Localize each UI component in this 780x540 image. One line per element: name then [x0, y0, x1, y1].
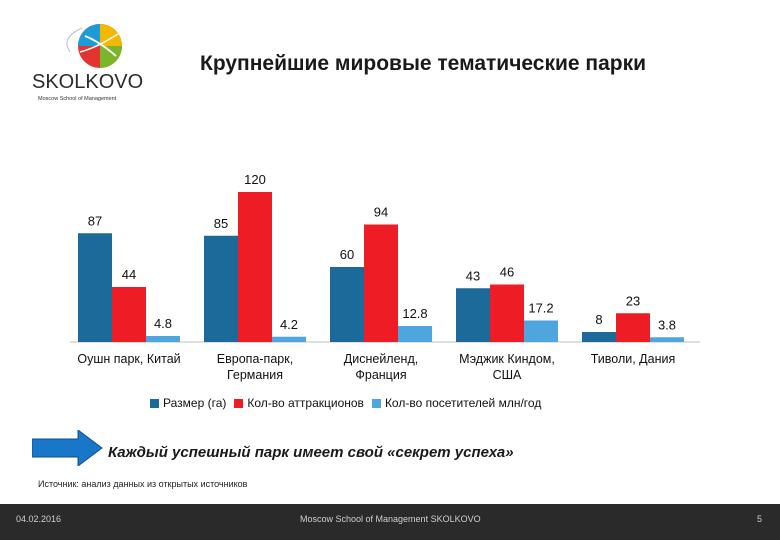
logo-subtext: Moscow School of Management: [38, 96, 117, 102]
source-note: Источник: анализ данных из открытых исто…: [38, 479, 248, 489]
bar-series0-cat3: [456, 288, 490, 342]
footer-center-text: Moscow School of Management SKOLKOVO: [300, 514, 481, 524]
category-label-3-line1: США: [493, 368, 522, 382]
skolkovo-logo: SKOLKOVO Moscow School of Management: [32, 24, 143, 102]
legend-item-visitors: Кол-во посетителей млн/год: [371, 396, 542, 410]
data-label-series2-cat1: 4.2: [280, 317, 298, 332]
bar-series0-cat0: [78, 233, 112, 342]
legend-item-attractions: Кол-во аттракционов: [234, 396, 364, 410]
data-label-series1-cat0: 44: [122, 267, 136, 282]
bar-series1-cat0: [112, 287, 146, 342]
category-label-2-line0: Диснейленд,: [344, 352, 418, 366]
bar-series1-cat3: [490, 284, 524, 342]
data-label-series1-cat2: 94: [374, 205, 388, 220]
data-label-series1-cat4: 23: [626, 293, 640, 308]
data-label-series0-cat1: 85: [214, 216, 228, 231]
category-label-4-line0: Тиволи, Дания: [591, 352, 676, 366]
footer-date: 04.02.2016: [16, 514, 62, 524]
legend-item-size: Размер (га): [150, 396, 226, 410]
bar-series1-cat1: [238, 192, 272, 342]
legend-label-attractions: Кол-во аттракционов: [247, 396, 364, 410]
bar-chart: 87 85 60 43 8 44 120 94 46 23 4.8 4.2 12.8 17.2 3.8 Оуш…: [70, 172, 700, 382]
bar-series0-cat2: [330, 267, 364, 342]
bar-series2-cat2: [398, 326, 432, 342]
category-label-3-line0: Мэджик Киндом,: [459, 352, 555, 366]
bar-series2-cat1: [272, 336, 306, 342]
category-label-0-line0: Оушн парк, Китай: [77, 352, 180, 366]
bar-series2-cat3: [524, 320, 558, 342]
bar-series0-cat1: [204, 235, 238, 342]
callout-text: Каждый успешный парк имеет свой «секрет …: [108, 444, 514, 461]
logo-text: SKOLKOVO: [32, 71, 143, 93]
category-label-2-line1: Франция: [355, 368, 406, 382]
bar-series2-cat0: [146, 336, 180, 342]
data-label-series1-cat1: 120: [244, 172, 266, 187]
data-label-series0-cat3: 43: [466, 268, 480, 283]
legend-swatch-attractions: [234, 398, 244, 408]
bar-series2-cat4: [650, 337, 684, 342]
bar-series1-cat4: [616, 313, 650, 342]
arrow-right-icon: [32, 430, 103, 466]
bar-series1-cat2: [364, 224, 398, 342]
data-label-series1-cat3: 46: [500, 265, 514, 280]
data-label-series0-cat2: 60: [340, 247, 354, 262]
globe-icon: [66, 24, 122, 68]
data-label-series2-cat3: 17.2: [528, 301, 553, 316]
chart-legend: Размер (га) Кол-во аттракционов Кол-во п…: [150, 396, 541, 410]
legend-swatch-visitors: [371, 398, 381, 408]
legend-label-visitors: Кол-во посетителей млн/год: [384, 396, 542, 410]
legend-label-size: Размер (га): [163, 396, 227, 410]
legend-swatch-size: [150, 398, 159, 408]
data-label-series0-cat4: 8: [595, 312, 602, 327]
category-label-1-line1: Германия: [227, 368, 283, 382]
footer-bar: 04.02.2016 Moscow School of Management S…: [0, 504, 780, 540]
footer-page-number: 5: [757, 514, 763, 524]
category-label-1-line0: Европа-парк,: [217, 352, 293, 366]
data-label-series2-cat4: 3.8: [658, 317, 676, 332]
bar-series0-cat4: [582, 332, 616, 342]
page-title: Крупнейшие мировые тематические парки: [200, 52, 647, 75]
data-label-series2-cat2: 12.8: [402, 306, 427, 321]
data-label-series2-cat0: 4.8: [154, 316, 172, 331]
data-label-series0-cat0: 87: [88, 213, 102, 228]
